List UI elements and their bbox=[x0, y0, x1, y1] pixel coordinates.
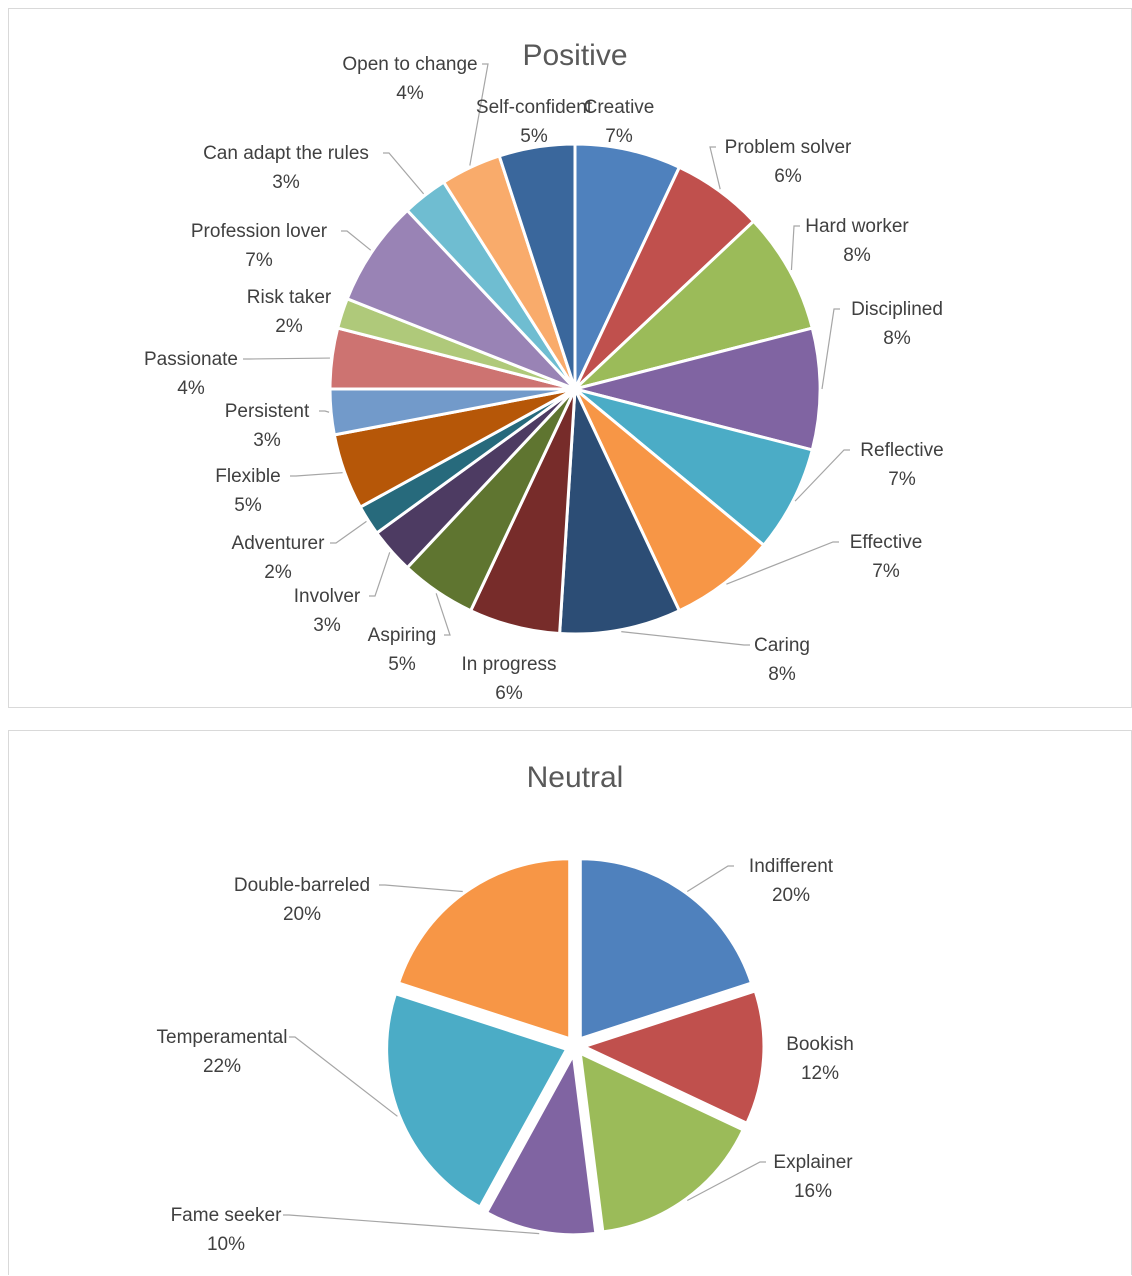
slices bbox=[328, 142, 822, 636]
leader-line-effective bbox=[726, 541, 839, 585]
positive-pie-chart: Positive Creative 7% Problem solver 6% Hard … bbox=[144, 39, 944, 704]
slice-self-confident bbox=[497, 142, 577, 390]
chart-title: Positive bbox=[522, 39, 627, 72]
data-label-disciplined: Disciplined 8% bbox=[851, 299, 943, 349]
data-label-persistent: Persistent 3% bbox=[225, 401, 310, 451]
leader-lines bbox=[283, 865, 766, 1235]
slice-reflective bbox=[574, 387, 815, 548]
slice-bookish bbox=[579, 989, 766, 1126]
data-label-explainer: Explainer 16% bbox=[773, 1152, 853, 1202]
data-label-involver: Involver 3% bbox=[294, 586, 361, 636]
leader-line-aspiring bbox=[435, 593, 451, 636]
data-labels: Creative 7% Problem solver 6% Hard worker 8% D… bbox=[144, 54, 944, 704]
slice-hard-worker bbox=[573, 219, 815, 391]
data-label-caring: Caring 8% bbox=[754, 635, 810, 685]
data-label-temperamental: Temperamental 22% bbox=[157, 1027, 288, 1077]
slice-temperamental bbox=[385, 991, 569, 1210]
leader-line-persistent bbox=[319, 410, 330, 413]
slice-indifferent bbox=[578, 857, 754, 1041]
leader-line-double-barreled bbox=[379, 884, 463, 893]
data-label-effective: Effective 7% bbox=[850, 532, 923, 582]
slice-double-barreled bbox=[396, 857, 572, 1041]
slice-disciplined bbox=[574, 326, 822, 452]
data-label-bookish: Bookish 12% bbox=[786, 1034, 854, 1084]
leader-line-reflective bbox=[794, 449, 850, 502]
data-label-flexible: Flexible 5% bbox=[215, 466, 280, 516]
slice-profession-lover bbox=[345, 208, 577, 391]
slice-explainer bbox=[578, 1050, 746, 1234]
data-label-in-progress: In progress 6% bbox=[461, 654, 556, 704]
data-label-open-to-change: Open to change 4% bbox=[342, 54, 477, 104]
data-label-self-confident: Self-confident 5% bbox=[476, 97, 593, 147]
leader-line-fame-seeker bbox=[283, 1214, 540, 1235]
slices bbox=[385, 857, 766, 1237]
leader-line-temperamental bbox=[289, 1036, 398, 1117]
slice-caring bbox=[558, 388, 682, 636]
positive-chart-panel: Positive Creative 7% Problem solver 6% Hard … bbox=[8, 8, 1132, 708]
slice-fame-seeker bbox=[484, 1050, 598, 1237]
leader-line-flexible bbox=[290, 472, 343, 477]
leader-line-caring bbox=[621, 631, 750, 646]
leader-line-problem-solver bbox=[709, 146, 721, 190]
data-label-profession-lover: Profession lover 7% bbox=[191, 221, 328, 271]
chart-title: Neutral bbox=[527, 761, 624, 794]
data-label-creative: Creative 7% bbox=[584, 97, 655, 147]
data-label-aspiring: Aspiring 5% bbox=[368, 625, 437, 675]
data-label-hard-worker: Hard worker 8% bbox=[805, 216, 909, 266]
data-label-adventurer: Adventurer 2% bbox=[232, 533, 326, 583]
neutral-pie-chart: Neutral Indifferent 20% Bookish 12% Explaine… bbox=[157, 761, 854, 1255]
leader-line-profession-lover bbox=[341, 230, 372, 251]
data-label-passionate: Passionate 4% bbox=[144, 349, 238, 399]
data-label-can-adapt-the-rules: Can adapt the rules 3% bbox=[203, 143, 369, 193]
leader-line-adventurer bbox=[330, 520, 367, 544]
leader-lines bbox=[243, 63, 850, 646]
leader-line-explainer bbox=[686, 1161, 766, 1202]
slice-creative bbox=[573, 142, 682, 390]
leader-line-passionate bbox=[243, 357, 330, 360]
slice-effective bbox=[573, 387, 766, 613]
leader-line-disciplined bbox=[821, 308, 840, 390]
data-label-problem-solver: Problem solver 6% bbox=[725, 137, 852, 187]
data-label-double-barreled: Double-barreled 20% bbox=[234, 875, 370, 925]
leader-line-hard-worker bbox=[790, 225, 800, 271]
data-label-indifferent: Indifferent 20% bbox=[749, 856, 834, 906]
leader-line-can-adapt-the-rules bbox=[383, 152, 425, 195]
leader-line-open-to-change bbox=[469, 63, 489, 166]
data-label-fame-seeker: Fame seeker 10% bbox=[171, 1205, 283, 1255]
neutral-chart-panel: Neutral Indifferent 20% Bookish 12% Explaine… bbox=[8, 730, 1132, 1275]
data-labels: Indifferent 20% Bookish 12% Explainer 16% Fame… bbox=[157, 856, 854, 1255]
data-label-reflective: Reflective 7% bbox=[860, 440, 943, 490]
leader-line-involver bbox=[369, 552, 391, 597]
leader-line-indifferent bbox=[686, 865, 734, 892]
data-label-risk-taker: Risk taker 2% bbox=[247, 287, 332, 337]
